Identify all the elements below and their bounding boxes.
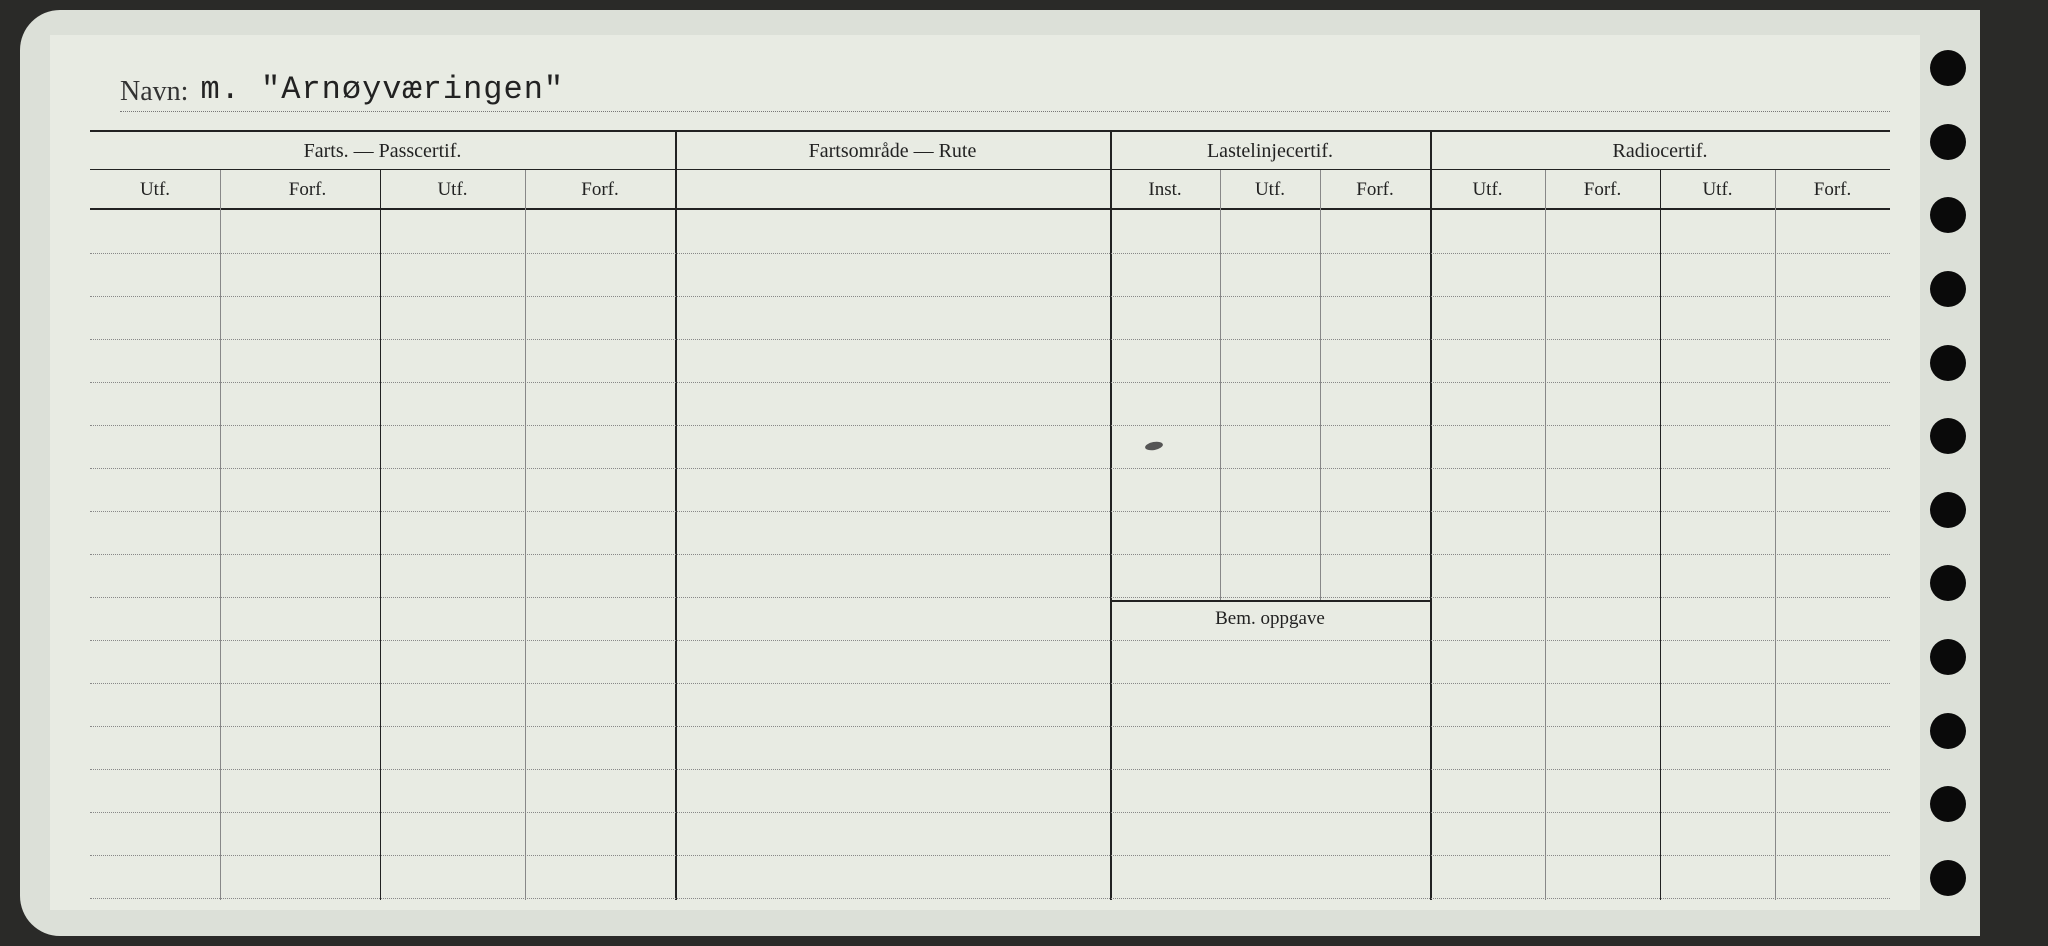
- sub-utf-3: Utf.: [1220, 170, 1320, 210]
- data-row: [90, 855, 1890, 856]
- data-row: [90, 812, 1890, 813]
- table-area: Farts. — Passcertif. Fartsområde — Rute …: [90, 130, 1890, 900]
- punch-hole: [1930, 565, 1966, 601]
- sub-forf-2: Forf.: [525, 170, 675, 210]
- bem-oppgave-label: Bem. oppgave: [1110, 608, 1430, 630]
- punch-hole: [1930, 860, 1966, 896]
- data-row: [90, 382, 1890, 383]
- header-lastelinje: Lastelinjecertif.: [1110, 132, 1430, 170]
- sub-utf-4: Utf.: [1430, 170, 1545, 210]
- punch-hole: [1930, 124, 1966, 160]
- sub-utf-5: Utf.: [1660, 170, 1775, 210]
- data-row: [90, 683, 1890, 684]
- sub-forf-3: Forf.: [1320, 170, 1430, 210]
- divider-major-3: [1430, 132, 1432, 900]
- data-row: [90, 640, 1890, 641]
- navn-value: m. "Arnøyværingen": [200, 71, 564, 108]
- divider-ll-2: [1320, 170, 1321, 600]
- punch-hole: [1930, 50, 1966, 86]
- data-row: [90, 898, 1890, 899]
- data-row: [90, 597, 1890, 598]
- punch-hole: [1930, 197, 1966, 233]
- header-radio: Radiocertif.: [1430, 132, 1890, 170]
- data-row: [90, 339, 1890, 340]
- divider-r-3: [1775, 170, 1776, 900]
- punch-hole: [1930, 345, 1966, 381]
- header-farts-pass: Farts. — Passcertif.: [90, 132, 675, 170]
- data-row: [90, 468, 1890, 469]
- punch-hole: [1930, 639, 1966, 675]
- sub-forf-1: Forf.: [235, 170, 380, 210]
- divider-fp-1: [380, 170, 381, 900]
- punch-hole: [1930, 786, 1966, 822]
- sub-inst: Inst.: [1110, 170, 1220, 210]
- data-row: [90, 726, 1890, 727]
- sub-utf-1: Utf.: [90, 170, 220, 210]
- punch-hole: [1930, 418, 1966, 454]
- sub-utf-2: Utf.: [380, 170, 525, 210]
- header-fartsomrade: Fartsområde — Rute: [675, 132, 1110, 170]
- data-row: [90, 425, 1890, 426]
- sub-forf-5: Forf.: [1775, 170, 1890, 210]
- divider-ll-1: [1220, 170, 1221, 600]
- navn-label: Navn:: [120, 76, 188, 108]
- punch-holes: [1930, 50, 1970, 896]
- group-header-row: Farts. — Passcertif. Fartsområde — Rute …: [90, 132, 1890, 170]
- divider-major-2: [1110, 132, 1112, 900]
- punch-hole: [1930, 492, 1966, 528]
- sub-forf-4: Forf.: [1545, 170, 1660, 210]
- divider-fp-thin: [220, 170, 221, 900]
- punch-hole: [1930, 271, 1966, 307]
- navn-row: Navn: m. "Arnøyværingen": [120, 67, 1890, 112]
- divider-fp-2: [525, 170, 526, 900]
- data-row: [90, 554, 1890, 555]
- page-background: Navn: m. "Arnøyværingen" Farts. — Passce…: [20, 10, 1980, 936]
- sub-header-row: Utf. Forf. Utf. Forf. Inst. Utf. Forf. U…: [90, 170, 1890, 210]
- data-row: [90, 296, 1890, 297]
- smudge-mark: [1144, 440, 1163, 451]
- divider-r-1: [1545, 170, 1546, 900]
- divider-major-1: [675, 132, 677, 900]
- data-row: [90, 511, 1890, 512]
- index-card: Navn: m. "Arnøyværingen" Farts. — Passce…: [50, 35, 1920, 910]
- data-row: [90, 769, 1890, 770]
- punch-hole: [1930, 713, 1966, 749]
- bem-oppgave-divider: [1110, 600, 1430, 602]
- data-row: [90, 253, 1890, 254]
- divider-r-2: [1660, 170, 1661, 900]
